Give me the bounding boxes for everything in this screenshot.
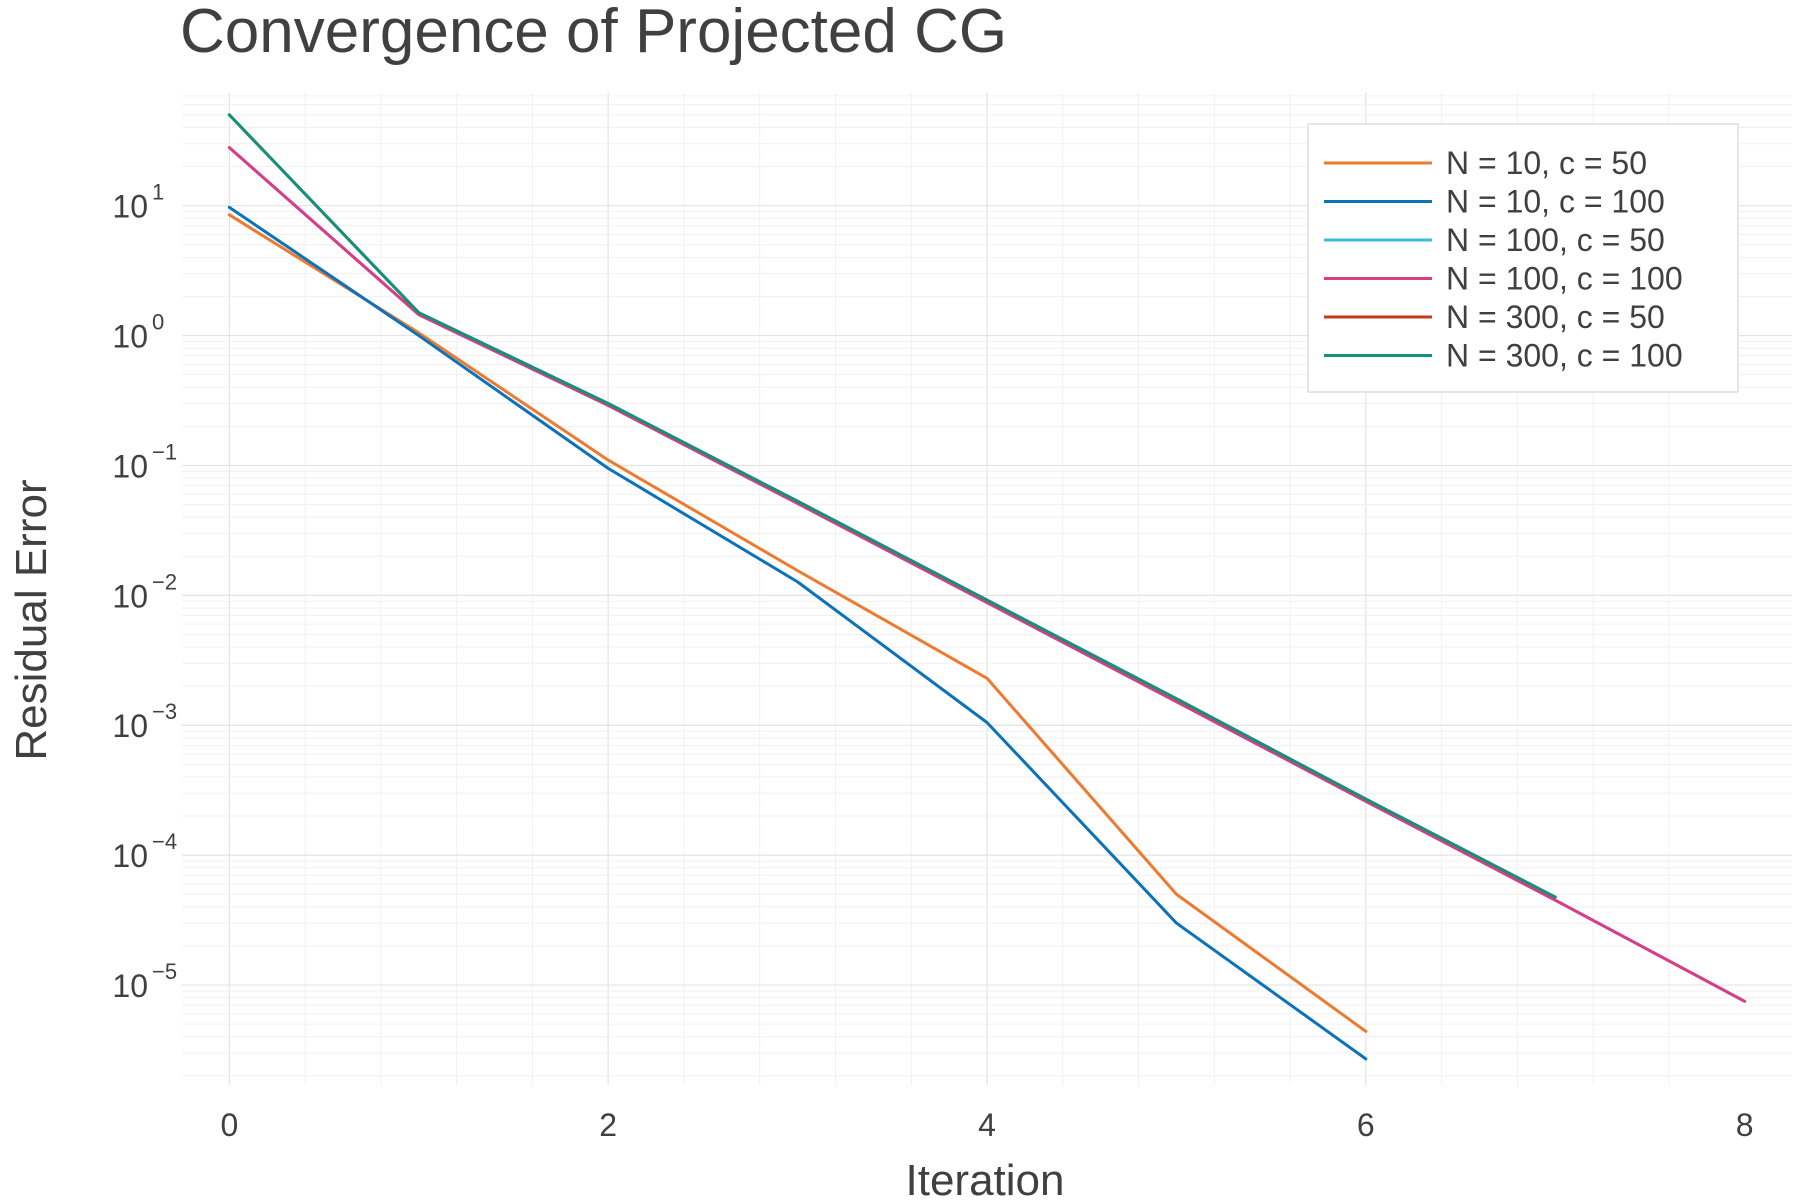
x-tick-label: 0 <box>220 1107 238 1143</box>
y-tick-exponent: −5 <box>152 959 177 984</box>
series-line-6 <box>227 113 1557 899</box>
plot-series <box>227 113 1747 1061</box>
x-tick-label: 4 <box>978 1107 996 1143</box>
legend-label: N = 100, c = 50 <box>1446 222 1665 258</box>
series-line-4 <box>227 146 1747 1003</box>
y-tick-base: 10 <box>112 708 148 744</box>
x-tick-label: 8 <box>1736 1107 1754 1143</box>
y-tick-label: 10 −2 <box>112 569 177 614</box>
y-tick-base: 10 <box>112 578 148 614</box>
x-axis-ticks: 0 2 4 6 8 <box>220 1107 1753 1143</box>
y-tick-base: 10 <box>112 319 148 355</box>
legend-entry: N = 300, c = 100 <box>1324 338 1683 374</box>
y-tick-label: 10 −3 <box>112 699 177 744</box>
y-tick-exponent: 0 <box>152 310 164 335</box>
y-tick-exponent: −2 <box>152 569 177 594</box>
series-line-2 <box>227 205 1368 1061</box>
legend-entry: N = 100, c = 100 <box>1324 261 1683 297</box>
y-tick-exponent: −4 <box>152 829 177 854</box>
x-axis-label: Iteration <box>906 1156 1065 1200</box>
y-tick-label: 10 1 <box>112 180 164 225</box>
legend-entry: N = 300, c = 50 <box>1324 299 1665 335</box>
legend-label: N = 100, c = 100 <box>1446 261 1683 297</box>
legend-entry: N = 10, c = 50 <box>1324 145 1647 181</box>
series-line-1 <box>227 213 1368 1033</box>
legend-label: N = 300, c = 50 <box>1446 299 1665 335</box>
x-tick-label: 6 <box>1357 1107 1375 1143</box>
grid <box>182 92 1792 1085</box>
y-tick-base: 10 <box>112 838 148 874</box>
y-tick-base: 10 <box>112 968 148 1004</box>
y-tick-label: 10 −5 <box>112 959 177 1004</box>
y-tick-label: 10 0 <box>112 310 164 355</box>
legend-entry: N = 100, c = 50 <box>1324 222 1665 258</box>
legend-box <box>1307 123 1739 393</box>
y-tick-exponent: 1 <box>152 180 164 205</box>
y-tick-label: 10 −1 <box>112 439 177 484</box>
x-tick-label: 2 <box>599 1107 617 1143</box>
y-tick-label: 10 −4 <box>112 829 177 874</box>
legend-entry: N = 10, c = 100 <box>1324 184 1665 220</box>
legend-label: N = 10, c = 100 <box>1446 184 1665 220</box>
chart-title: Convergence of Projected CG <box>180 0 1007 66</box>
legend-label: N = 300, c = 100 <box>1446 338 1683 374</box>
y-tick-exponent: −1 <box>152 439 177 464</box>
legend-label: N = 10, c = 50 <box>1446 145 1647 181</box>
y-tick-exponent: −3 <box>152 699 177 724</box>
y-tick-base: 10 <box>112 189 148 225</box>
y-axis-label: Residual Error <box>7 479 56 760</box>
y-tick-base: 10 <box>112 448 148 484</box>
